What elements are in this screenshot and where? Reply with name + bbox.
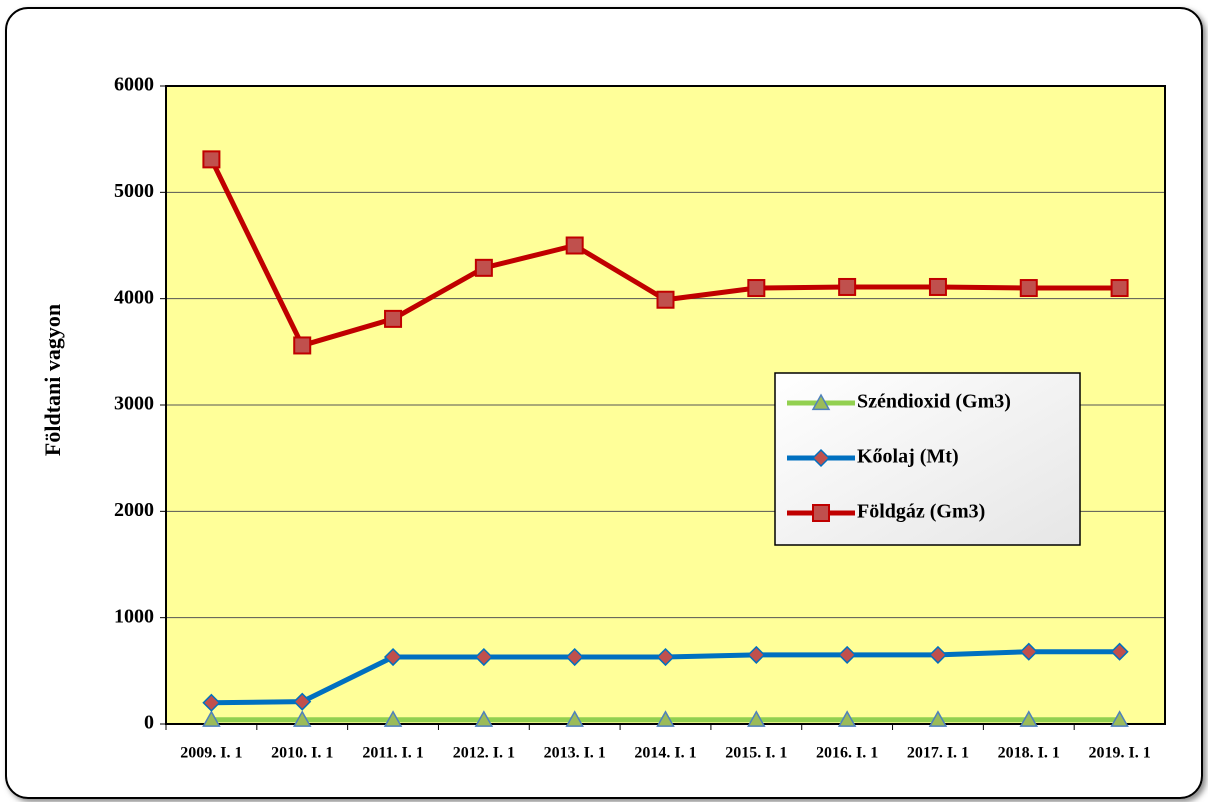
marker [384,309,403,328]
marker [656,647,675,667]
x-tick-label: 2017. I. 1 [907,745,969,762]
marker [1019,710,1039,727]
marker [383,647,403,667]
marker [747,710,766,727]
marker [1019,279,1038,298]
x-tick-label: 2014. I. 1 [634,745,696,762]
x-tick-label: 2019. I. 1 [1088,745,1150,762]
x-tick-label: 2009. I. 1 [180,745,242,762]
x-tick-label: 2015. I. 1 [725,745,787,762]
marker [837,710,857,727]
marker [1110,642,1129,661]
marker [202,710,221,727]
y-tick-label: 3000 [114,393,154,415]
marker [928,710,948,727]
marker [747,645,766,664]
legend-label: Széndioxid (Gm3) [857,391,1011,413]
marker [1110,279,1129,298]
y-tick-label: 0 [144,712,154,734]
marker [811,448,831,468]
y-tick-label: 4000 [114,286,154,308]
marker [474,647,493,667]
marker [292,710,312,727]
marker [202,150,221,169]
x-tick-label: 2013. I. 1 [544,745,606,762]
x-tick-label: 2012. I. 1 [453,745,515,762]
marker [293,692,312,711]
marker [656,710,675,727]
marker [1019,642,1038,661]
marker [565,236,584,255]
x-tick-label: 2010. I. 1 [271,745,333,762]
y-tick-label: 1000 [114,605,154,627]
marker [474,258,493,277]
x-tick-label: 2011. I. 1 [362,745,423,762]
marker [838,645,857,664]
marker [811,393,831,411]
marker [1110,710,1129,727]
marker [383,710,403,727]
y-tick-label: 2000 [114,499,154,521]
marker [565,710,584,727]
legend-label: Földgáz (Gm3) [857,501,985,523]
x-tick-label: 2018. I. 1 [998,745,1060,762]
marker [838,277,857,296]
marker [747,279,766,298]
legend-label: Kőolaj (Mt) [857,446,959,468]
marker [928,277,947,296]
x-tick-label: 2016. I. 1 [816,745,878,762]
y-axis-label: Földtani vagyon [40,304,65,456]
marker [565,647,584,667]
marker [202,693,221,712]
y-tick-label: 6000 [114,74,154,96]
marker [812,504,830,522]
marker [928,645,948,664]
marker [474,710,494,727]
marker [656,290,675,309]
marker [293,336,312,355]
y-tick-label: 5000 [114,180,154,202]
